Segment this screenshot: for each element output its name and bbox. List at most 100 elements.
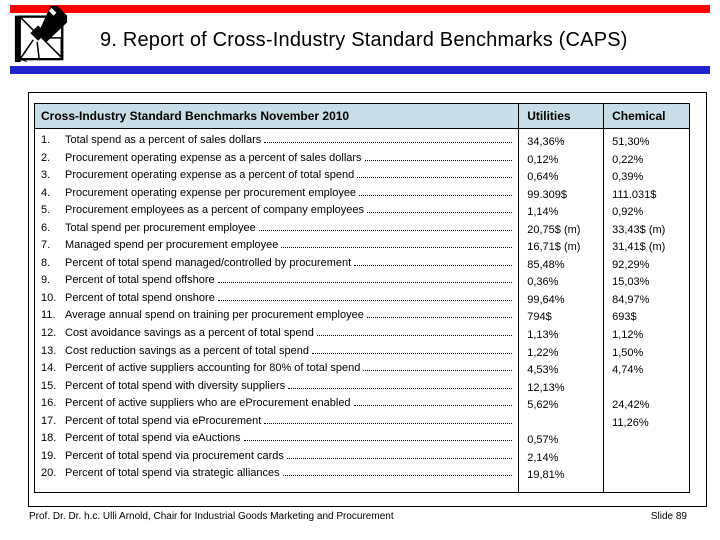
table-row-label: 19. Percent of total spend via procuremen…: [41, 450, 513, 468]
row-number: 10.: [41, 291, 57, 304]
dot-leader: [366, 317, 513, 319]
dot-leader: [357, 177, 513, 179]
row-number: 2.: [41, 151, 51, 164]
utilities-value: 4,53%: [527, 364, 559, 377]
row-label-text: Percent of active suppliers who are ePro…: [65, 397, 351, 410]
dot-leader: [359, 194, 513, 196]
row-label-text: Cost avoidance savings as a percent of t…: [65, 327, 314, 340]
utilities-value: 0,64%: [527, 171, 559, 184]
chair-logo-icon: [12, 4, 70, 66]
row-label-text: Procurement operating expense per procur…: [65, 186, 357, 199]
row-label-text: Average annual spend on training per pro…: [65, 309, 364, 322]
dot-leader: [258, 229, 513, 231]
dot-leader: [282, 475, 513, 477]
dot-leader: [354, 264, 513, 266]
table-row-label: 20. Percent of total spend via strategic …: [41, 467, 513, 485]
row-number: 11.: [41, 309, 56, 322]
table-row-label: 12. Cost avoidance savings as a percent o…: [41, 327, 513, 345]
chemical-value: [612, 450, 689, 468]
row-number: 5.: [41, 204, 51, 217]
row-label-text: Managed spend per procurement employee: [65, 239, 279, 252]
table-row-label: 18. Percent of total spend via eAuctions: [41, 432, 513, 450]
table-row-label: 16. Percent of active suppliers who are e…: [41, 397, 513, 415]
chemical-value: 92,29%: [612, 258, 650, 271]
row-number: 13.: [41, 344, 57, 357]
row-label-text: Total spend per procurement employee: [65, 221, 256, 234]
row-number: 14.: [41, 362, 57, 375]
utilities-value: 5,62%: [527, 399, 559, 412]
chemical-value-column: 51,30% 0,22% 0,39% 111.031$ 0,92% 33,43$ (m) 3…: [604, 129, 689, 492]
row-number: 20.: [41, 467, 57, 480]
table-row-label: 4. Procurement operating expense per proc…: [41, 187, 513, 205]
dot-leader: [363, 370, 513, 372]
dot-leader: [311, 352, 513, 354]
row-number: 6.: [41, 221, 51, 234]
chemical-value: 33,43$ (m): [612, 223, 666, 236]
table-row-label: 6. Total spend per procurement employee: [41, 222, 513, 240]
utilities-value: 12,13%: [527, 381, 565, 394]
row-number: 9.: [41, 274, 51, 287]
row-number: 18.: [41, 432, 57, 445]
row-number: 12.: [41, 327, 57, 340]
row-label-text: Percent of total spend managed/controlle…: [65, 256, 352, 269]
table-row-label: 13. Cost reduction savings as a percent o…: [41, 345, 513, 363]
utilities-value: 20,75$ (m): [527, 223, 581, 236]
utilities-value: 0,57%: [527, 434, 559, 447]
chemical-value: 31,41$ (m): [612, 241, 666, 254]
utilities-value: 16,71$ (m): [527, 241, 581, 254]
row-label-text: Cost reduction savings as a percent of t…: [65, 344, 309, 357]
table-row-label: 15. Percent of total spend with diversity…: [41, 380, 513, 398]
chemical-value: 111.031$: [612, 188, 657, 201]
chemical-value: 51,30%: [612, 136, 650, 148]
chemical-value: 0,92%: [612, 206, 644, 219]
table-header-utilities: Utilities: [519, 104, 605, 128]
dot-leader: [364, 159, 513, 161]
row-label-text: Total spend as a percent of sales dollar…: [65, 134, 262, 146]
dot-leader: [217, 282, 513, 284]
chemical-value: [612, 432, 689, 450]
row-label-text: Procurement operating expense as a perce…: [65, 169, 355, 182]
benchmark-label-column: 1. Total spend as a percent of sales doll…: [35, 129, 520, 492]
dot-leader: [367, 212, 513, 214]
utilities-value: 34,36%: [527, 136, 565, 148]
utilities-value: 0,12%: [527, 153, 559, 166]
dot-leader: [316, 335, 513, 337]
utilities-value: 1,13%: [527, 329, 559, 342]
dot-leader: [353, 405, 513, 407]
row-number: 3.: [41, 169, 51, 182]
page-title: 9. Report of Cross-Industry Standard Ben…: [100, 29, 628, 51]
utilities-value: 0,36%: [527, 276, 559, 289]
chemical-value: 1,50%: [612, 346, 644, 359]
utilities-value: 794$: [527, 311, 552, 324]
chemical-value: 0,39%: [612, 171, 644, 184]
row-label-text: Procurement operating expense as a perce…: [65, 151, 362, 164]
row-label-text: Percent of total spend offshore: [65, 274, 215, 287]
row-number: 8.: [41, 256, 51, 269]
row-number: 15.: [41, 379, 57, 392]
table-row-label: 5. Procurement employees as a percent of …: [41, 204, 513, 222]
dot-leader: [264, 142, 513, 143]
table-body: 1. Total spend as a percent of sales doll…: [35, 129, 689, 492]
utilities-value: 1,14%: [527, 206, 559, 219]
content-panel: Cross-Industry Standard Benchmarks Novem…: [28, 92, 707, 507]
dot-leader: [217, 299, 513, 301]
table-row-label: 9. Percent of total spend offshore: [41, 274, 513, 292]
utilities-value: 85,48%: [527, 258, 565, 271]
row-label-text: Percent of total spend via eProcurement: [65, 414, 262, 427]
row-label-text: Percent of total spend via eAuctions: [65, 432, 241, 445]
table-row-label: 14. Percent of active suppliers accountin…: [41, 362, 513, 380]
row-label-text: Percent of total spend onshore: [65, 291, 215, 304]
chemical-value: 1,12%: [612, 329, 644, 342]
table-header-chemical: Chemical: [612, 109, 666, 123]
row-number: 19.: [41, 449, 57, 462]
row-label-text: Percent of total spend via strategic all…: [65, 467, 280, 480]
dot-leader: [288, 387, 513, 389]
utilities-value: [527, 415, 603, 433]
utilities-value-column: 34,36% 0,12% 0,64% 99.309$ 1,14% 20,75$ (m) 16…: [519, 129, 605, 492]
dot-leader: [281, 247, 513, 249]
table-row-label: 3. Procurement operating expense as a per…: [41, 169, 513, 187]
chemical-value: 4,74%: [612, 364, 644, 377]
chemical-value: 15,03%: [612, 276, 650, 289]
utilities-value: 99.309$: [527, 188, 568, 201]
